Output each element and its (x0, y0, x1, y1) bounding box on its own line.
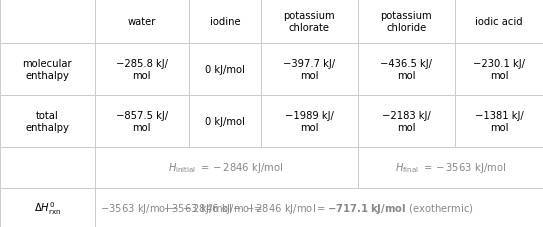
Bar (261, 95, 358, 147)
Text: $-3563\ \mathrm{kJ/mol} - -2846\ \mathrm{kJ/mol} = $: $-3563\ \mathrm{kJ/mol} - -2846\ \mathrm… (100, 201, 263, 215)
Bar (261, 0, 358, 44)
Text: iodine: iodine (210, 17, 240, 27)
Text: potassium
chlorate: potassium chlorate (283, 11, 335, 33)
Bar (0, 147, 94, 188)
Text: −397.7 kJ/
mol: −397.7 kJ/ mol (283, 58, 335, 80)
Bar (94, 188, 543, 227)
Bar (94, 147, 358, 188)
Text: water: water (128, 17, 156, 27)
Text: −230.1 kJ/
mol: −230.1 kJ/ mol (473, 58, 525, 80)
Text: $\Delta H^0_{\mathrm{rxn}}$: $\Delta H^0_{\mathrm{rxn}}$ (34, 199, 61, 216)
Text: −285.8 kJ/
mol: −285.8 kJ/ mol (116, 58, 168, 80)
Text: −857.5 kJ/
mol: −857.5 kJ/ mol (116, 110, 168, 132)
Bar (358, 95, 455, 147)
Text: potassium
chloride: potassium chloride (381, 11, 432, 33)
Bar (94, 95, 189, 147)
Text: iodic acid: iodic acid (475, 17, 523, 27)
Bar (455, 44, 543, 95)
Bar (358, 147, 543, 188)
Bar (94, 44, 189, 95)
Text: $H_{\mathrm{final}}$ $= -3563\ \mathrm{kJ/mol}$: $H_{\mathrm{final}}$ $= -3563\ \mathrm{k… (395, 161, 506, 175)
Bar (358, 0, 455, 44)
Bar (455, 95, 543, 147)
Bar (0, 0, 94, 44)
Bar (358, 44, 455, 95)
Text: total
enthalpy: total enthalpy (26, 110, 69, 132)
Bar (189, 44, 261, 95)
Text: −1989 kJ/
mol: −1989 kJ/ mol (285, 110, 333, 132)
Bar (261, 44, 358, 95)
Text: −1381 kJ/
mol: −1381 kJ/ mol (475, 110, 523, 132)
Text: $H_{\mathrm{initial}}$ $= -2846\ \mathrm{kJ/mol}$: $H_{\mathrm{initial}}$ $= -2846\ \mathrm… (168, 161, 284, 175)
Bar (0, 188, 94, 227)
Text: molecular
enthalpy: molecular enthalpy (22, 58, 72, 80)
Bar (189, 0, 261, 44)
Bar (94, 0, 189, 44)
Text: −2183 kJ/
mol: −2183 kJ/ mol (382, 110, 431, 132)
Bar (0, 44, 94, 95)
Bar (455, 0, 543, 44)
Text: −436.5 kJ/
mol: −436.5 kJ/ mol (380, 58, 432, 80)
Text: 0 kJ/mol: 0 kJ/mol (205, 116, 245, 126)
Text: $-3563\ \mathrm{kJ/mol} - -2846\ \mathrm{kJ/mol} = \mathbf{-717.1\ kJ/mol}$ (exo: $-3563\ \mathrm{kJ/mol} - -2846\ \mathrm… (163, 201, 474, 215)
Bar (189, 95, 261, 147)
Text: 0 kJ/mol: 0 kJ/mol (205, 64, 245, 74)
Bar (0, 95, 94, 147)
